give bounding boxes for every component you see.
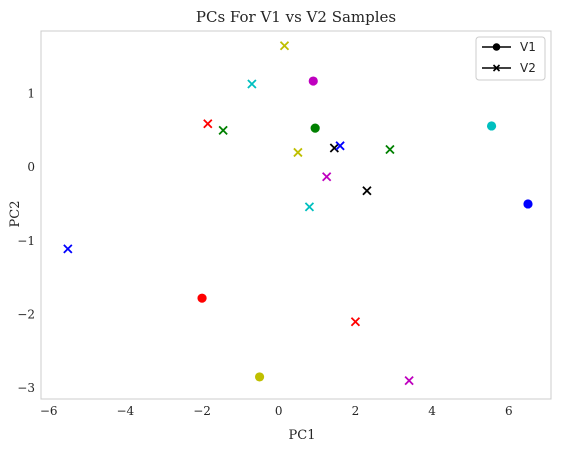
data-point-v2: [304, 202, 315, 212]
legend-marker-v2: [492, 64, 501, 72]
x-axis-ticks: −6 −4 −2 0 2 4 6: [40, 404, 513, 418]
plot-frame: [40, 30, 552, 400]
x-tick-label: −2: [193, 404, 211, 418]
legend-item-v2: V2: [482, 61, 536, 75]
data-point-v2: [335, 141, 345, 151]
chart-title: PCs For V1 vs V2 Samples: [196, 8, 396, 26]
data-point-v2: [247, 79, 257, 89]
legend-marker-v1: [492, 43, 501, 51]
legend-label-v1: V1: [520, 40, 536, 54]
legend-item-v1: V1: [482, 40, 536, 54]
data-point-v2: [293, 147, 303, 158]
data-point-v2: [404, 375, 414, 386]
data-point-v2: [63, 244, 73, 254]
x-tick-label: 2: [352, 404, 360, 418]
x-tick-label: −4: [117, 404, 135, 418]
legend: V1 V2: [475, 36, 546, 81]
y-axis-label: PC2: [8, 201, 23, 228]
data-point-v2: [350, 317, 361, 327]
data-point-v2: [385, 144, 395, 155]
data-point-v2: [362, 186, 372, 196]
x-tick-label: 6: [505, 404, 513, 418]
data-point-v2: [279, 41, 290, 51]
data-point-v1: [523, 199, 533, 209]
x-tick-label: 0: [275, 404, 283, 418]
x-tick-label: 4: [428, 404, 436, 418]
y-tick-label: 0: [27, 160, 35, 174]
y-tick-label: 1: [27, 87, 35, 101]
x-tick-label: −6: [40, 404, 58, 418]
y-tick-label: −2: [17, 307, 35, 321]
data-point-v1: [197, 293, 207, 303]
y-tick-label: −1: [17, 234, 35, 248]
data-point-v1: [310, 123, 320, 133]
data-point-v1: [254, 372, 265, 382]
y-tick-label: −3: [17, 381, 35, 395]
y-axis-ticks: −3 −2 −1 0 1: [17, 87, 35, 395]
data-point-v1: [486, 121, 497, 131]
data-points: [63, 41, 533, 386]
legend-label-v2: V2: [520, 61, 536, 75]
data-point-v2: [218, 125, 228, 135]
data-point-v2: [203, 119, 213, 129]
data-point-v1: [308, 76, 318, 86]
data-point-v2: [322, 172, 332, 182]
x-axis-label: PC1: [289, 428, 316, 443]
data-point-v2: [329, 143, 339, 153]
